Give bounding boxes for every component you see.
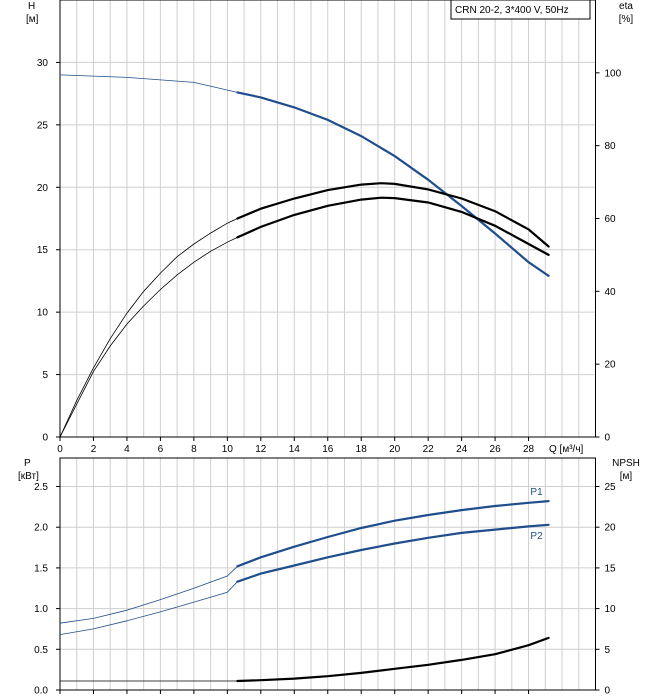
bottom-curve-1-operating	[236, 523, 550, 583]
top-left-tick-label: 20	[37, 183, 49, 194]
curves-layer: P1 P2	[59, 74, 550, 683]
x-tick-label: 26	[490, 444, 502, 455]
top-right-axis-unit: [%]	[619, 14, 634, 25]
bottom-right-axis-unit: [м]	[620, 471, 633, 482]
x-tick-label: 0	[57, 444, 63, 455]
bottom-curve-2-operating	[236, 636, 550, 683]
x-tick-label: 24	[456, 444, 468, 455]
bottom-right-tick-label: 15	[605, 563, 617, 574]
bottom-right-tick-label: 5	[605, 645, 611, 656]
x-tick-label: 16	[322, 444, 334, 455]
bottom-curve-0-operating	[236, 500, 550, 568]
bottom-left-axis-title: P	[24, 458, 31, 469]
bottom-left-axis-unit: [кВт]	[18, 471, 39, 482]
legend-box	[450, 0, 591, 20]
x-tick-label: 8	[191, 444, 197, 455]
bottom-left-tick-label: 1.0	[34, 604, 48, 615]
series-label-p2: P2	[530, 531, 543, 542]
bottom-curve-0-extension	[59, 566, 238, 624]
x-tick-label: 20	[389, 444, 401, 455]
top-left-tick-label: 30	[37, 58, 49, 69]
x-tick-label: 12	[255, 444, 267, 455]
top-chart-grid	[59, 0, 596, 438]
top-curve-0-extension	[59, 74, 238, 93]
x-tick-label: 14	[289, 444, 301, 455]
x-tick-label: 18	[356, 444, 368, 455]
x-tick-label: 6	[158, 444, 164, 455]
bottom-right-axis-title: NPSH	[612, 458, 640, 469]
top-right-tick-label: 60	[605, 214, 617, 225]
top-right-tick-label: 40	[605, 287, 617, 298]
top-right-tick-label: 0	[605, 433, 611, 444]
top-right-axis-title: eta	[619, 1, 633, 12]
x-tick-label: 28	[523, 444, 535, 455]
bottom-right-tick-label: 20	[605, 523, 617, 534]
x-tick-label: 10	[222, 444, 234, 455]
top-left-axis-title: H	[28, 1, 35, 12]
bottom-curve-1-extension	[59, 581, 238, 635]
top-curve-1-operating	[236, 196, 550, 256]
top-left-tick-label: 15	[37, 245, 49, 256]
bottom-left-tick-label: 0.0	[34, 686, 48, 697]
bottom-right-tick-label: 10	[605, 604, 617, 615]
series-label-p1: P1	[530, 487, 543, 498]
legend-title: CRN 20-2, 3*400 V, 50Hz	[455, 5, 569, 16]
bottom-left-tick-label: 1.5	[34, 563, 48, 574]
x-tick-label: 2	[91, 444, 97, 455]
bottom-right-tick-label: 0	[605, 686, 611, 697]
top-left-tick-label: 0	[42, 433, 48, 444]
top-curve-0-operating	[236, 91, 550, 277]
bottom-left-tick-label: 2.0	[34, 523, 48, 534]
bottom-right-tick-label: 25	[605, 482, 617, 493]
top-left-tick-label: 10	[37, 308, 49, 319]
top-right-tick-label: 20	[605, 360, 617, 371]
top-left-tick-label: 25	[37, 120, 49, 131]
x-tick-label: 22	[423, 444, 435, 455]
x-axis-label: Q [м³/ч]	[549, 444, 584, 455]
top-right-tick-label: 80	[605, 141, 617, 152]
top-curve-2-extension	[59, 218, 238, 438]
bottom-chart-grid	[59, 457, 596, 691]
bottom-left-tick-label: 2.5	[34, 482, 48, 493]
top-left-axis-unit: [м]	[26, 14, 39, 25]
top-right-tick-label: 100	[605, 68, 622, 79]
top-curve-2-operating	[236, 182, 550, 248]
top-curve-1-extension	[59, 237, 238, 438]
x-tick-label: 4	[124, 444, 130, 455]
bottom-left-tick-label: 0.5	[34, 645, 48, 656]
top-left-tick-label: 5	[42, 370, 48, 381]
